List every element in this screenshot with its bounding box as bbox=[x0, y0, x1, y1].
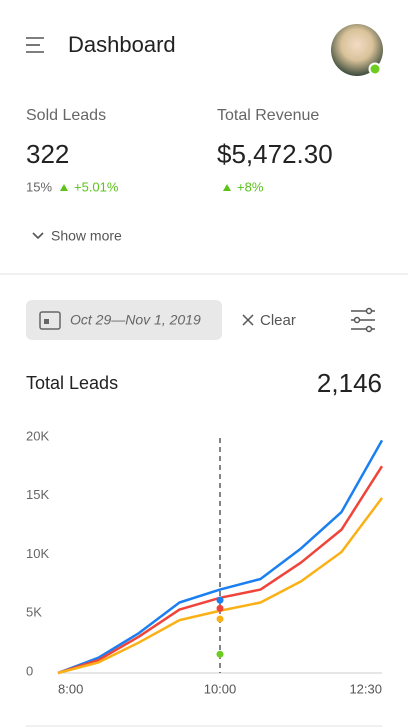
show-more[interactable]: Show more bbox=[32, 228, 122, 244]
x-tick-label: 10:00 bbox=[204, 681, 237, 696]
clear-icon bbox=[242, 314, 254, 326]
up-arrow bbox=[223, 184, 231, 191]
stat-label: Sold Leads bbox=[26, 107, 106, 124]
up-arrow bbox=[60, 184, 68, 191]
chart-title: Total Leads bbox=[26, 373, 118, 393]
knob bbox=[365, 325, 373, 333]
knob bbox=[365, 307, 373, 315]
stat-value: $5,472.30 bbox=[217, 139, 333, 169]
y-tick-label: 20K bbox=[26, 428, 49, 443]
online-dot bbox=[368, 62, 382, 76]
chart-total: 2,146 bbox=[317, 368, 382, 398]
stat-change: +8% bbox=[237, 179, 264, 194]
date-pill bbox=[26, 300, 222, 340]
y-tick-label: 10K bbox=[26, 546, 49, 561]
y-tick-label: 15K bbox=[26, 487, 49, 502]
stat-label: Total Revenue bbox=[217, 107, 319, 124]
settings-icon[interactable] bbox=[351, 307, 375, 333]
cursor-point bbox=[216, 596, 224, 604]
show-more-label: Show more bbox=[51, 228, 122, 244]
date-range: Oct 29—Nov 1, 2019 bbox=[70, 312, 201, 328]
stat-value: 322 bbox=[26, 139, 69, 169]
cursor-point bbox=[216, 604, 224, 612]
x-tick-label: 8:00 bbox=[58, 681, 83, 696]
date-filter[interactable]: Oct 29—Nov 1, 2019 bbox=[26, 300, 222, 340]
calendar-icon bbox=[39, 311, 61, 330]
chart: 0 5K 10K 15K 20K 8:00 10:00 12:30 bbox=[26, 428, 384, 696]
avatar-image bbox=[331, 24, 383, 76]
series-line bbox=[57, 465, 384, 675]
cursor-point bbox=[216, 650, 224, 658]
y-tick-label: 5K bbox=[26, 605, 42, 620]
avatar[interactable] bbox=[331, 24, 383, 76]
menu-icon[interactable] bbox=[26, 37, 44, 53]
calendar-day bbox=[44, 319, 49, 324]
clear-button[interactable]: Clear bbox=[242, 312, 296, 329]
knob bbox=[353, 316, 361, 324]
page-title: Dashboard bbox=[68, 32, 176, 57]
chevron bbox=[32, 232, 44, 240]
series-line bbox=[57, 439, 384, 675]
x-tick-label: 12:30 bbox=[349, 681, 382, 696]
stat-change: +5.01% bbox=[74, 179, 119, 194]
cursor-point bbox=[216, 615, 224, 623]
y-tick-label: 0 bbox=[26, 663, 33, 678]
clear-label: Clear bbox=[260, 312, 296, 329]
stat-share: 15% bbox=[26, 179, 52, 194]
